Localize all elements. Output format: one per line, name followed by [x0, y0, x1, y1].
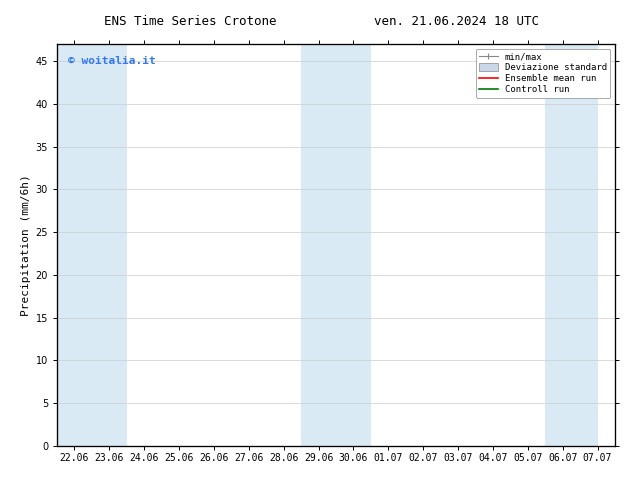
Y-axis label: Precipitation (mm/6h): Precipitation (mm/6h)	[22, 174, 31, 316]
Text: ven. 21.06.2024 18 UTC: ven. 21.06.2024 18 UTC	[374, 15, 539, 28]
Bar	[57, 44, 127, 446]
Legend: min/max, Deviazione standard, Ensemble mean run, Controll run: min/max, Deviazione standard, Ensemble m…	[476, 49, 611, 98]
Bar	[301, 44, 371, 446]
Text: © woitalia.it: © woitalia.it	[68, 56, 156, 66]
Text: ENS Time Series Crotone: ENS Time Series Crotone	[104, 15, 276, 28]
Bar	[545, 44, 598, 446]
